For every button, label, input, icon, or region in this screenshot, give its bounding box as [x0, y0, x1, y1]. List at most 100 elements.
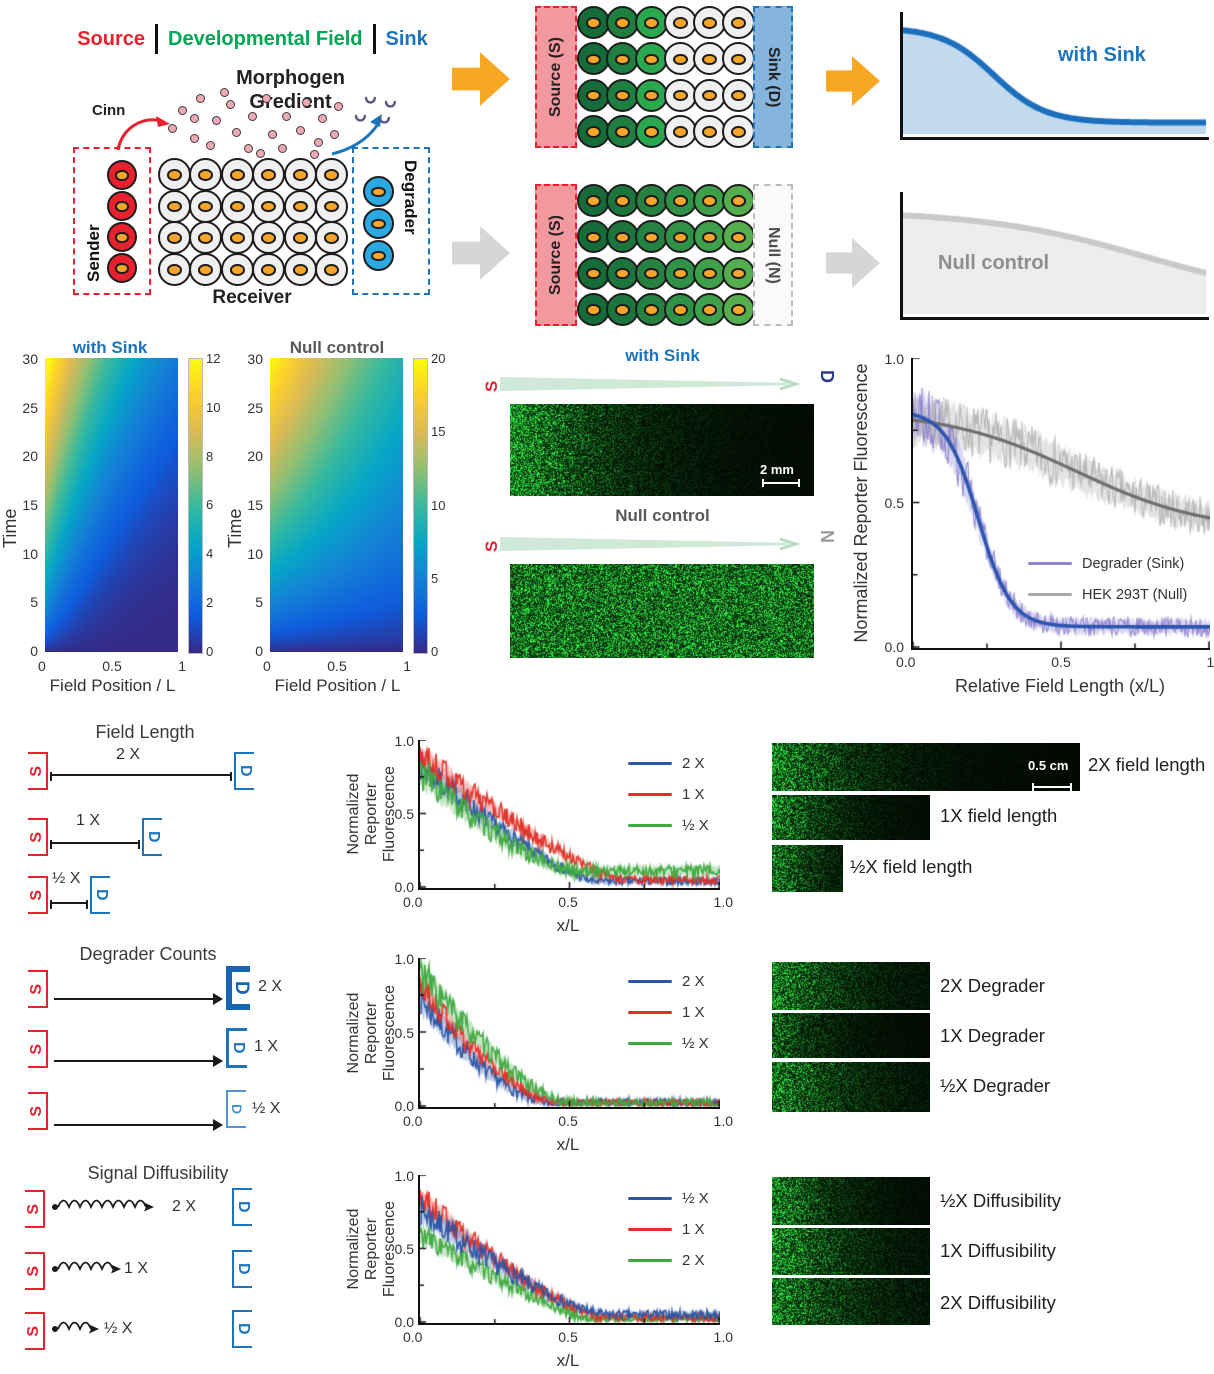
morphogen-dot [302, 98, 311, 107]
source-tag: S [28, 752, 48, 790]
degrader-1x-image-label: 1X Degrader [940, 1025, 1045, 1046]
cinn-arrow-icon [116, 116, 170, 151]
heatmap-sink-xticks: 0 0.5 1 [38, 658, 186, 674]
signal-arrow [54, 1119, 223, 1131]
cell [722, 42, 755, 76]
header-source: Source [77, 27, 146, 50]
diffusibility-plot-yticks: 1.0 0.5 0.0 [394, 1168, 414, 1330]
cell [606, 114, 639, 148]
legend-label: HEK 293T (Null) [1082, 586, 1188, 603]
field-length-plot-xlabel: x/L [556, 916, 580, 935]
morphogen-dot [226, 100, 235, 109]
legend-item: HEK 293T (Null) [1028, 579, 1187, 610]
cell [315, 189, 348, 223]
diffusibility-plot-xlabel: x/L [556, 1351, 580, 1370]
degrader-tag: D [234, 752, 254, 790]
main-plot-xlabel: Relative Field Length (x/L) [954, 676, 1166, 696]
cell [664, 256, 697, 290]
morphogen-dot [262, 94, 271, 103]
heatmap-sink-colorbar-ticks: 12 10 8 6 4 2 0 [206, 351, 221, 659]
heatmap-null-yticks: 30 25 20 15 10 5 0 [247, 351, 263, 659]
cell [252, 252, 286, 286]
cell [577, 78, 610, 112]
cell [606, 184, 639, 217]
grid2-null-bar: Null (N) [753, 184, 793, 326]
field-length-1x-label: 1 X [76, 812, 101, 829]
degraded-morphogen-icon [354, 96, 396, 124]
degrader-halfx-image [772, 1062, 930, 1112]
cell [283, 252, 317, 286]
cell [283, 158, 317, 191]
morphogen-dot [278, 144, 287, 153]
cell [315, 158, 348, 191]
morphogen-dot [330, 130, 339, 139]
cell [693, 256, 726, 290]
cell [158, 221, 191, 255]
header-field: Developmental Field [168, 27, 363, 50]
signal-arrow [54, 993, 223, 1005]
diffusibility-halfx-image [772, 1177, 930, 1225]
field-length-plot-xticks: 0.0 0.5 1.0 [403, 894, 733, 910]
grid1-sink-label: Sink (D) [765, 46, 782, 108]
header-sink: Sink [385, 27, 428, 50]
receiver-label: Receiver [212, 287, 292, 308]
diffusibility-2x-image [772, 1278, 930, 1325]
cell [363, 240, 394, 271]
cell [252, 221, 286, 255]
microscopy-sink-d-label: D [817, 370, 837, 383]
cell [189, 158, 223, 191]
morphogen-dot [256, 149, 265, 158]
morphogen-dots [160, 86, 343, 159]
degrader-tag: D [142, 818, 162, 856]
scalebar-line [1032, 783, 1072, 791]
diffusibility-halfx-image-label: ½X Diffusibility [940, 1190, 1061, 1211]
grid1-cells [577, 6, 755, 148]
field-length-plot-yticks: 1.0 0.5 0.0 [394, 733, 414, 895]
cell [189, 221, 223, 255]
grid1-source-bar: Source (S) [535, 6, 577, 148]
legend-swatch [1028, 592, 1072, 597]
signal-arrow [54, 1055, 223, 1067]
cell [577, 220, 610, 254]
main-plot-legend: Degrader (Sink) HEK 293T (Null) [1028, 548, 1187, 610]
microscopy-null-title: Null control [615, 506, 710, 525]
field-length-title: Field Length [95, 722, 195, 742]
distance-line-2x [50, 772, 232, 781]
diffusibility-plot-xticks: 0.0 0.5 1.0 [403, 1329, 733, 1345]
cell [220, 158, 254, 191]
cell [158, 158, 191, 191]
flow-arrow-icon [826, 238, 880, 288]
heatmap-sink-canvas [45, 358, 178, 652]
microscopy-null-image [510, 564, 814, 658]
cell [252, 189, 286, 223]
gradient-taper-arrow-icon [500, 537, 802, 551]
degrader-2x-label: 2 X [258, 978, 283, 995]
field-length-halfx-label: ½ X [52, 870, 81, 887]
degrader-box [352, 147, 430, 295]
cell [252, 158, 286, 191]
diffusibility-title: Signal Diffusibility [87, 1163, 229, 1183]
field-length-1x-image [772, 795, 930, 840]
cell [606, 256, 639, 290]
diffusibility-halfx-label: ½ X [104, 1320, 133, 1337]
degrader-tag: D [232, 1188, 252, 1226]
field-length-1x-image-label: 1X field length [940, 805, 1058, 826]
cell [664, 6, 697, 39]
morphogen-dot [168, 124, 177, 133]
source-tag: S [28, 1092, 48, 1130]
degradation-arrow-icon [331, 114, 382, 156]
cell [577, 292, 610, 326]
heatmap-null-colorbar-ticks: 20 15 10 5 0 [431, 351, 446, 659]
morphogen-dot [232, 128, 241, 137]
cell [635, 114, 668, 148]
diffusion-wave-arrow-icon [52, 1261, 121, 1274]
receiver-cells [158, 158, 348, 286]
morphogen-dot [220, 88, 229, 97]
morphogen-dot [310, 150, 319, 159]
sketch-with-sink-label: with Sink [1058, 44, 1146, 66]
heatmap-null-xlabel: Field Position / L [274, 676, 401, 695]
grid2-source-label: Source (S) [547, 214, 564, 295]
source-tag: S [25, 1312, 45, 1350]
degrader-tag: D [90, 876, 110, 914]
